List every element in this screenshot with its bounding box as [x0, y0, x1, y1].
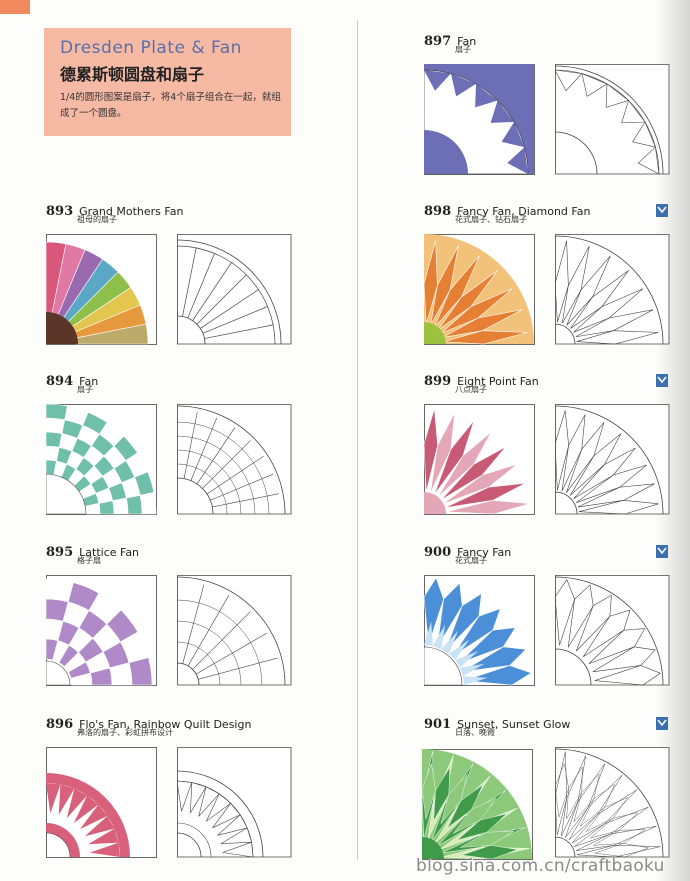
pattern-893-outline — [177, 234, 292, 345]
pattern-898-outline — [555, 234, 670, 345]
pattern-900-outline — [555, 575, 670, 686]
pattern-number: 901 — [424, 717, 452, 732]
pattern-893-colored — [46, 234, 157, 345]
bookmark-flag-icon — [656, 717, 668, 730]
pattern-subtitle: 格子扇 — [77, 556, 101, 565]
pattern-subtitle: 日落、晚霞 — [455, 728, 495, 737]
section-title-cn: 德累斯顿圆盘和扇子 — [60, 65, 205, 84]
pattern-name: Fan — [457, 35, 477, 48]
section-title-en: Dresden Plate & Fan — [60, 38, 242, 58]
pattern-895-colored — [46, 575, 157, 686]
pattern-number: 898 — [424, 204, 452, 219]
section-title-box: Dresden Plate & Fan 德累斯顿圆盘和扇子 1/4的圆形图案是扇… — [44, 28, 291, 136]
pattern-899-outline — [555, 404, 670, 515]
pattern-896-outline — [177, 747, 292, 858]
pattern-896-colored — [46, 747, 157, 858]
pattern-name: Fan — [79, 375, 99, 388]
bookmark-flag-icon — [656, 545, 668, 558]
pattern-subtitle: 花式扇子 — [455, 556, 487, 565]
pattern-number: 895 — [46, 545, 74, 560]
pattern-name: Lattice Fan — [79, 546, 140, 559]
pattern-number: 900 — [424, 545, 452, 560]
pattern-number: 893 — [46, 204, 74, 219]
pattern-name: Fancy Fan — [457, 546, 512, 559]
pattern-name: Sunset, Sunset Glow — [457, 718, 571, 731]
pattern-name: Grand Mothers Fan — [79, 205, 184, 218]
pattern-subtitle: 扇子 — [455, 45, 471, 54]
pattern-901-colored — [422, 749, 533, 860]
pattern-897-colored — [424, 64, 535, 175]
pattern-name: Fancy Fan, Diamond Fan — [457, 205, 591, 218]
pattern-name: Eight Point Fan — [457, 375, 539, 388]
section-description: 1/4的圆形图案是扇子，将4个扇子组合在一起，就组成了一个圆盘。 — [60, 92, 281, 119]
pattern-894-outline — [177, 404, 292, 515]
pattern-901-outline — [555, 747, 670, 858]
pattern-subtitle: 扇子 — [77, 385, 93, 394]
pattern-897-outline — [555, 64, 670, 175]
watermark: blog.sina.com.cn/craftbaoku — [416, 856, 665, 876]
pattern-895-outline — [177, 575, 292, 686]
pattern-number: 899 — [424, 374, 452, 389]
pattern-subtitle: 花式扇子、钻石扇子 — [455, 215, 527, 224]
column-divider — [357, 20, 358, 860]
pattern-subtitle: 祖母的扇子 — [77, 215, 117, 224]
page-corner-tab — [0, 0, 30, 14]
pattern-name: Flo's Fan, Rainbow Quilt Design — [79, 718, 252, 731]
pattern-899-colored — [424, 404, 535, 515]
bookmark-flag-icon — [656, 374, 668, 387]
pattern-number: 897 — [424, 34, 452, 49]
bookmark-flag-icon — [656, 204, 668, 217]
pattern-subtitle: 弗洛的扇子、彩虹拼布设计 — [77, 728, 173, 737]
pattern-subtitle: 八点扇子 — [455, 385, 487, 394]
pattern-number: 894 — [46, 374, 74, 389]
pattern-900-colored — [424, 575, 535, 686]
pattern-898-colored — [424, 234, 535, 345]
pattern-number: 896 — [46, 717, 74, 732]
pattern-894-colored — [46, 404, 157, 515]
